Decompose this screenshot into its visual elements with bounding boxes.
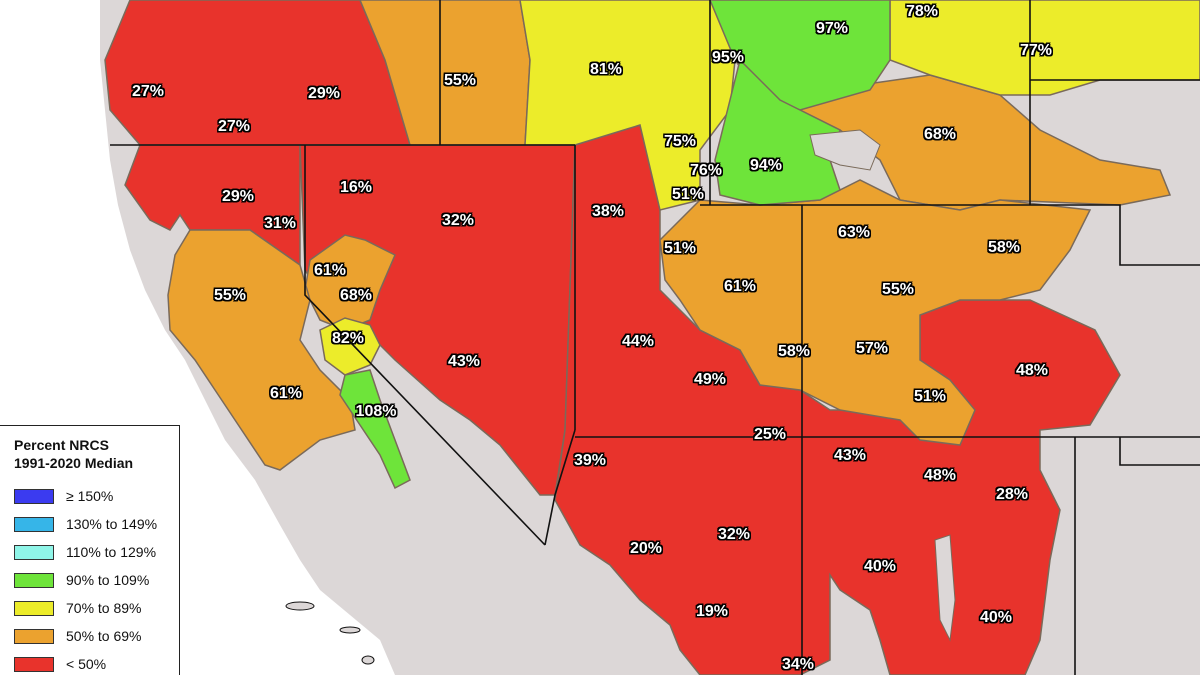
basin-percent-label: 58% (987, 239, 1021, 256)
legend-title-line2: 1991-2020 Median (14, 455, 134, 471)
basin-percent-label: 32% (717, 526, 751, 543)
state-border (700, 204, 1200, 266)
basin-percent-label: 78% (905, 3, 939, 20)
basin-percent-label: 20% (629, 540, 663, 557)
legend-item: ≥ 150% (14, 482, 179, 510)
basin-percent-label: 77% (1019, 42, 1053, 59)
basin-percent-label: 95% (711, 49, 745, 66)
sierra-east-orange (304, 234, 396, 331)
basin-percent-label: 61% (313, 262, 347, 279)
basin-percent-label: 51% (663, 240, 697, 257)
basin-percent-label: 68% (339, 287, 373, 304)
legend-label: 50% to 69% (66, 628, 142, 644)
legend-label: 90% to 109% (66, 572, 150, 588)
state-borders (110, 0, 1200, 675)
island (361, 655, 375, 665)
basin-percent-label: 31% (263, 215, 297, 232)
northern-california-basin (124, 144, 301, 267)
legend: Percent NRCS 1991-2020 Median ≥ 150% 130%… (0, 425, 180, 675)
legend-swatch (14, 516, 54, 532)
basin-percent-label: 68% (923, 126, 957, 143)
legend-item: 90% to 109% (14, 566, 179, 594)
basin-percent-label: 48% (1015, 362, 1049, 379)
basin-percent-label: 32% (441, 212, 475, 229)
legend-item: 70% to 89% (14, 594, 179, 622)
basin-percent-label: 55% (213, 287, 247, 304)
basin-percent-label: 55% (443, 72, 477, 89)
oregon-coast-basin (104, 0, 412, 161)
montana-east-yellow (889, 0, 1200, 96)
basin-percent-label: 82% (331, 330, 365, 347)
basin-percent-label: 94% (749, 157, 783, 174)
sierra-yellow (319, 317, 381, 376)
basin-percent-label: 29% (307, 85, 341, 102)
basin-percent-label: 34% (781, 656, 815, 673)
basin-percent-label: 61% (269, 385, 303, 402)
basin-percent-label: 58% (777, 343, 811, 360)
basin-percent-label: 25% (753, 426, 787, 443)
state-border (544, 429, 576, 546)
gray-inset (809, 129, 881, 171)
basin-percent-label: 39% (573, 452, 607, 469)
legend-swatch (14, 628, 54, 644)
basin-percent-label: 97% (815, 20, 849, 37)
legend-label: ≥ 150% (66, 488, 114, 504)
state-border (1119, 437, 1200, 466)
wyoming-green (714, 58, 841, 206)
basin-percent-label: 63% (837, 224, 871, 241)
green-basins (339, 0, 891, 490)
basin-percent-label: 48% (923, 467, 957, 484)
legend-swatch (14, 544, 54, 560)
legend-item: 50% to 69% (14, 622, 179, 650)
basin-percent-label: 43% (833, 447, 867, 464)
basin-percent-label: 40% (979, 609, 1013, 626)
legend-swatch (14, 656, 54, 672)
basin-percent-label: 51% (671, 186, 705, 203)
basin-percent-label: 51% (913, 388, 947, 405)
state-border (304, 145, 546, 546)
basin-percent-label: 28% (995, 486, 1029, 503)
legend-label: 110% to 129% (66, 544, 157, 560)
legend-label: 70% to 89% (66, 600, 142, 616)
legend-label: < 50% (66, 656, 107, 672)
legend-item: < 50% (14, 650, 179, 675)
basin-percent-label: 81% (589, 61, 623, 78)
legend-item: 110% to 129% (14, 538, 179, 566)
yellow-basins (319, 0, 1200, 376)
basin-percent-label: 43% (447, 353, 481, 370)
basin-percent-label: 27% (217, 118, 251, 135)
basin-percent-label: 29% (221, 188, 255, 205)
legend-items: ≥ 150% 130% to 149% 110% to 129% 90% to 109… (14, 482, 179, 675)
basin-percent-label: 61% (723, 278, 757, 295)
basin-percent-label: 16% (339, 179, 373, 196)
orange-basins (167, 0, 1172, 471)
basin-percent-label: 55% (881, 281, 915, 298)
legend-label: 130% to 149% (66, 516, 158, 532)
california-coast-orange (167, 229, 356, 471)
basin-percent-label: 75% (663, 133, 697, 150)
basin-percent-label: 49% (693, 371, 727, 388)
island (339, 626, 361, 634)
kern-green (339, 369, 411, 490)
legend-swatch (14, 600, 54, 616)
basin-percent-label: 108% (355, 403, 397, 420)
basin-percent-label: 76% (689, 162, 723, 179)
gray-inset (934, 534, 956, 642)
basin-percent-label: 38% (591, 203, 625, 220)
basin-percent-label: 19% (695, 603, 729, 620)
basin-percent-label: 27% (131, 83, 165, 100)
island (285, 601, 315, 611)
legend-item: 130% to 149% (14, 510, 179, 538)
basin-percent-label: 44% (621, 333, 655, 350)
legend-swatch (14, 572, 54, 588)
legend-title-line1: Percent NRCS (14, 437, 109, 453)
legend-swatch (14, 488, 54, 504)
basin-percent-label: 57% (855, 340, 889, 357)
basin-percent-label: 40% (863, 558, 897, 575)
